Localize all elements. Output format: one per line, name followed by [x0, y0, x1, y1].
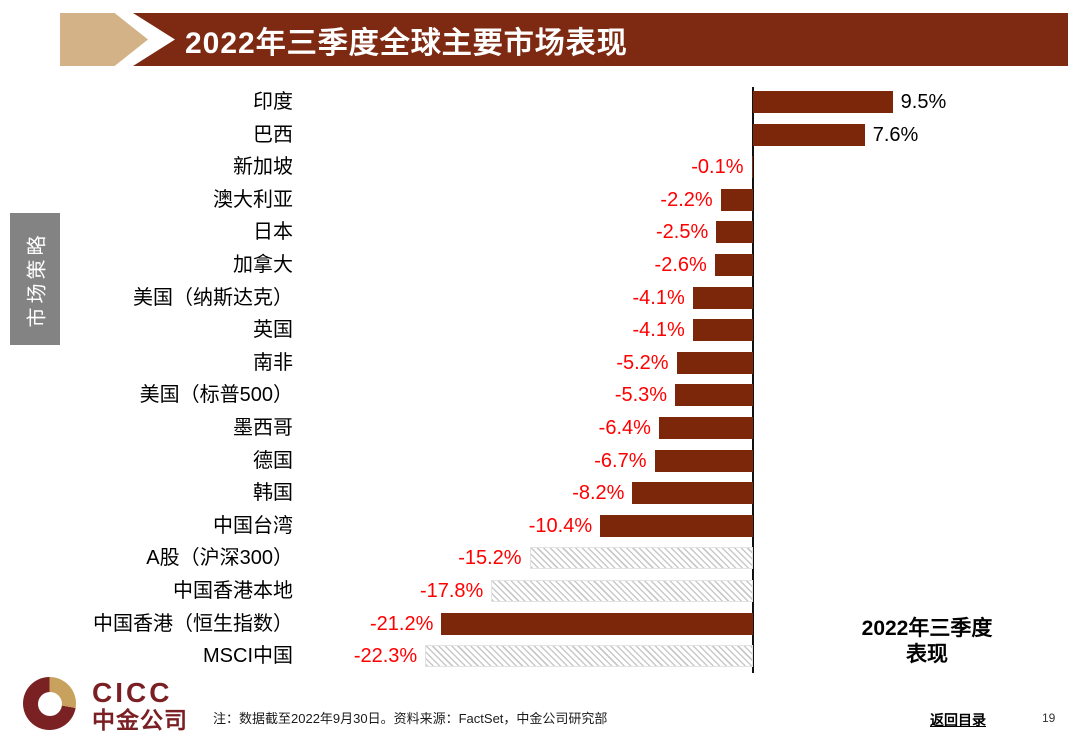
category-label: MSCI中国: [203, 645, 293, 668]
bar: [632, 482, 753, 505]
chart-annotation: 2022年三季度 表现: [817, 616, 1037, 668]
category-label: 新加坡: [233, 156, 293, 179]
bar: [441, 612, 753, 635]
bar: [692, 319, 753, 342]
cicc-logo-text: CICC 中金公司: [92, 679, 188, 732]
bar: [600, 514, 753, 537]
category-label: 中国香港本地: [173, 580, 293, 602]
bar-hatched: [425, 645, 753, 668]
bar: [751, 156, 753, 179]
cicc-logo-cn: 中金公司: [92, 707, 188, 733]
bar: [654, 449, 753, 472]
category-label: 日本: [253, 221, 293, 244]
bar: [753, 123, 865, 146]
bar: [753, 91, 893, 113]
page-title: 2022年三季度全球主要市场表现: [185, 26, 628, 60]
value-label: -5.2%: [616, 351, 669, 374]
value-label: -6.4%: [598, 417, 651, 439]
back-to-toc-link[interactable]: 返回目录: [930, 712, 986, 728]
value-label: 9.5%: [900, 91, 947, 113]
value-label: -5.3%: [614, 384, 668, 407]
category-label: 德国: [253, 449, 293, 472]
zero-axis-line: [752, 87, 754, 673]
value-label: -2.6%: [654, 254, 707, 276]
value-label: -10.4%: [528, 514, 593, 537]
chart-annotation-line1: 2022年三季度: [861, 617, 993, 640]
category-label: 巴西: [253, 123, 293, 146]
value-label: 7.6%: [872, 123, 919, 146]
value-label: -15.2%: [458, 547, 522, 570]
value-label: -0.1%: [691, 156, 744, 179]
sidebar-tab-market-strategy: 市场策略: [10, 213, 60, 345]
category-label: 印度: [253, 91, 293, 113]
value-label: -17.8%: [419, 580, 484, 602]
category-label: 南非: [253, 351, 293, 374]
value-label: -6.7%: [594, 449, 647, 472]
value-label: -22.3%: [353, 645, 418, 668]
bar-hatched: [491, 580, 753, 602]
category-label: 澳大利亚: [213, 188, 293, 211]
category-label: 中国香港（恒生指数）: [93, 612, 293, 635]
bar: [692, 286, 753, 309]
chart-annotation-line2: 表现: [906, 643, 948, 666]
value-label: -2.2%: [660, 188, 713, 211]
bar-hatched: [529, 547, 753, 570]
category-label: 韩国: [253, 482, 293, 505]
category-label: 英国: [253, 319, 293, 342]
header-banner: 2022年三季度全球主要市场表现: [133, 13, 1068, 66]
category-label: 美国（标普500）: [139, 384, 293, 407]
bar: [675, 384, 753, 407]
category-label: 美国（纳斯达克）: [133, 286, 293, 309]
value-label: -21.2%: [370, 612, 434, 635]
bar: [720, 188, 753, 211]
category-label: 墨西哥: [233, 417, 293, 439]
value-label: -2.5%: [656, 221, 709, 244]
bar: [714, 254, 753, 276]
category-label: 中国台湾: [213, 514, 293, 537]
bar: [716, 221, 753, 244]
cicc-logo-en: CICC: [92, 677, 173, 708]
value-label: -4.1%: [632, 319, 685, 342]
page-number: 19: [1042, 711, 1056, 725]
bar: [658, 417, 753, 439]
cicc-logo-icon: [23, 677, 76, 730]
bar: [676, 351, 753, 374]
category-label: A股（沪深300）: [146, 547, 293, 570]
value-label: -4.1%: [632, 286, 685, 309]
source-note: 注：数据截至2022年9月30日。资料来源：FactSet，中金公司研究部: [213, 711, 608, 726]
value-label: -8.2%: [572, 482, 625, 505]
category-label: 加拿大: [233, 254, 293, 276]
